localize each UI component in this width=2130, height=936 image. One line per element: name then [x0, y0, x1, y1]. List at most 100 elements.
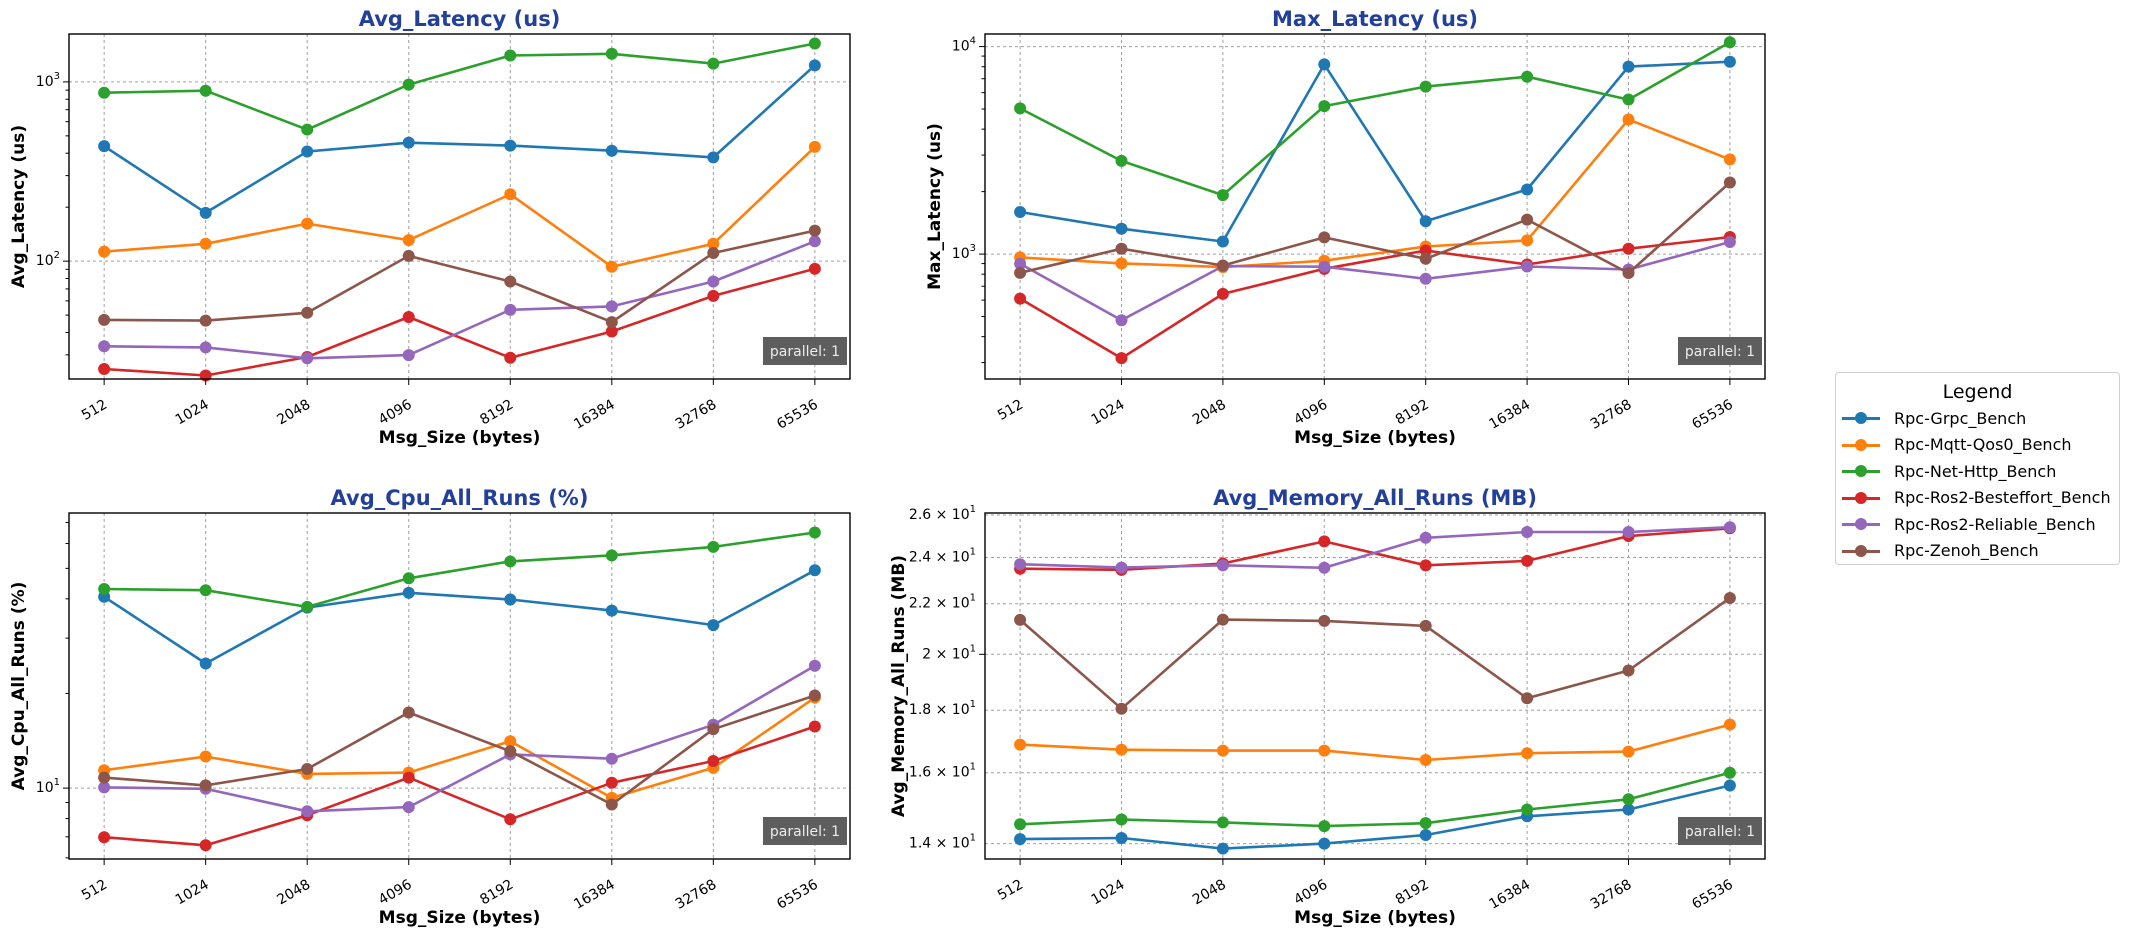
data-point — [199, 779, 212, 792]
data-point — [605, 798, 618, 811]
data-point — [808, 720, 821, 733]
legend-item: Rpc-Zenoh_Bench — [1836, 538, 2119, 565]
axes-frame — [68, 33, 851, 380]
legend-label: Rpc-Mqtt-Qos0_Bench — [1894, 435, 2072, 455]
data-point — [1115, 702, 1128, 715]
parallel-badge — [763, 337, 847, 365]
data-point — [402, 706, 415, 719]
data-point — [1318, 614, 1331, 627]
x-tick-label: 8192 — [1393, 397, 1432, 429]
data-point — [1216, 744, 1229, 757]
data-point — [808, 564, 821, 577]
data-point — [605, 144, 618, 157]
data-point — [1216, 259, 1229, 272]
x-tick-label: 16384 — [1487, 877, 1534, 913]
data-point — [1014, 292, 1027, 305]
data-point — [1014, 818, 1027, 831]
legend-item: Rpc-Grpc_Bench — [1836, 405, 2119, 432]
data-point — [504, 813, 517, 826]
data-point — [1318, 744, 1331, 757]
data-point — [1723, 718, 1736, 731]
x-tick-label: 1024 — [173, 877, 212, 909]
y-tick-label: 1.6 × 101 — [909, 762, 976, 781]
legend-label: Rpc-Ros2-Reliable_Bench — [1894, 514, 2096, 534]
data-point — [1419, 828, 1432, 841]
series-line-rpc-net-http_bench — [1020, 771, 1731, 828]
data-point — [98, 781, 111, 794]
data-point — [1521, 692, 1534, 705]
data-point — [98, 245, 111, 258]
series-line-rpc-grpc_bench — [1020, 784, 1731, 850]
series-line-rpc-net-http_bench — [104, 42, 816, 131]
data-point — [98, 771, 111, 784]
y-tick-label: 103 — [36, 71, 60, 90]
data-point — [808, 526, 821, 539]
data-point — [1115, 813, 1128, 826]
data-point — [301, 763, 314, 776]
data-point — [504, 351, 517, 364]
data-point — [1115, 242, 1128, 255]
chart-3: 1.4 × 101 1.6 × 101 1.8 × 101 2 × 101 2.2 × … — [889, 486, 1766, 928]
legend: Legend Rpc-Grpc_Bench Rpc-Mqtt-Qos0_Bench… — [1835, 372, 2120, 565]
data-point — [98, 313, 111, 326]
x-tick-label: 4096 — [376, 877, 415, 909]
x-tick-label: 8192 — [477, 397, 516, 429]
data-point — [707, 754, 720, 767]
data-point — [1622, 664, 1635, 677]
series-line-rpc-grpc_bench — [103, 64, 816, 215]
data-point — [98, 86, 111, 99]
x-tick-label: 65536 — [774, 877, 821, 913]
legend-marker-icon — [1842, 438, 1880, 451]
series-line-rpc-mqtt-qos0_bench — [1020, 723, 1731, 762]
x-tick-label: 16384 — [1487, 397, 1534, 433]
series-line-rpc-ros2-reliable_bench — [1019, 240, 1731, 322]
data-point — [1216, 816, 1229, 829]
data-point — [1014, 102, 1027, 115]
chart-0: 102 103 512 1024 2048 4096 8192 16384 32768 65536… — [9, 7, 851, 448]
data-point — [605, 300, 618, 313]
data-point — [402, 771, 415, 784]
data-point — [402, 586, 415, 599]
x-tick-label: 4096 — [376, 397, 415, 429]
chart-title: Avg_Cpu_All_Runs (%) — [331, 486, 589, 510]
data-point — [808, 262, 821, 275]
data-point — [301, 306, 314, 319]
y-tick-label: 2 × 101 — [922, 643, 976, 662]
legend-item: Rpc-Mqtt-Qos0_Bench — [1836, 432, 2119, 459]
series-line-rpc-zenoh_bench — [104, 694, 816, 806]
data-point — [1014, 558, 1027, 571]
data-point — [1216, 287, 1229, 300]
legend-item: Rpc-Ros2-Reliable_Bench — [1836, 511, 2119, 538]
y-tick-label: 102 — [36, 250, 60, 269]
data-point — [98, 831, 111, 844]
x-tick-label: 2048 — [1190, 397, 1229, 429]
data-point — [707, 247, 720, 260]
data-point — [504, 188, 517, 201]
x-tick-label: 1024 — [1089, 397, 1128, 429]
data-point — [605, 325, 618, 338]
data-point — [1115, 154, 1128, 167]
series-line-rpc-grpc_bench — [103, 569, 816, 665]
parallel-badge-text: parallel: 1 — [1685, 824, 1755, 840]
data-point — [199, 84, 212, 97]
data-point — [199, 314, 212, 327]
data-point — [1419, 215, 1432, 228]
data-point — [1419, 559, 1432, 572]
data-point — [1318, 820, 1331, 833]
legend-label: Rpc-Grpc_Bench — [1894, 408, 2027, 428]
data-point — [1419, 531, 1432, 544]
data-point — [1521, 803, 1534, 816]
y-tick-label: 101 — [36, 777, 60, 796]
data-point — [199, 584, 212, 597]
parallel-badge-text: parallel: 1 — [770, 824, 840, 840]
data-point — [605, 604, 618, 617]
y-tick-label: 2.6 × 101 — [909, 504, 976, 523]
x-tick-label: 2048 — [274, 397, 313, 429]
legend-marker-icon — [1842, 412, 1880, 425]
parallel-badge — [763, 817, 847, 845]
data-point — [1521, 747, 1534, 760]
data-point — [98, 140, 111, 153]
data-point — [402, 310, 415, 323]
data-point — [1216, 189, 1229, 202]
